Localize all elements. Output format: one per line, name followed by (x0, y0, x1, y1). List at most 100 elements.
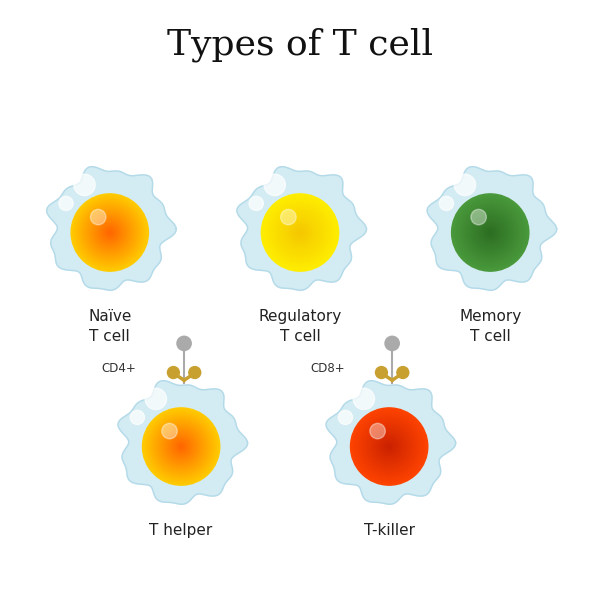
Circle shape (148, 413, 214, 479)
Circle shape (380, 438, 398, 455)
Circle shape (377, 434, 402, 459)
Circle shape (460, 202, 521, 263)
Circle shape (272, 205, 328, 260)
Circle shape (296, 229, 304, 236)
Circle shape (484, 226, 497, 239)
Circle shape (388, 446, 390, 448)
Circle shape (278, 211, 322, 255)
Circle shape (380, 437, 399, 456)
Circle shape (468, 211, 512, 255)
Polygon shape (47, 167, 176, 290)
Circle shape (161, 426, 202, 467)
Circle shape (94, 217, 125, 248)
Circle shape (73, 196, 146, 269)
Circle shape (97, 220, 122, 245)
Circle shape (382, 440, 396, 453)
Circle shape (178, 443, 184, 449)
Circle shape (74, 174, 95, 196)
Circle shape (271, 203, 329, 262)
Circle shape (145, 411, 217, 482)
Circle shape (268, 200, 332, 265)
Circle shape (263, 196, 337, 269)
Circle shape (279, 211, 321, 254)
Circle shape (277, 209, 323, 256)
Circle shape (452, 194, 529, 271)
Circle shape (287, 220, 313, 245)
Circle shape (385, 442, 394, 451)
Circle shape (457, 199, 524, 266)
Circle shape (359, 416, 419, 476)
Circle shape (454, 196, 527, 269)
Circle shape (452, 195, 528, 270)
Circle shape (270, 203, 330, 262)
Circle shape (353, 388, 374, 410)
Circle shape (374, 431, 404, 462)
Polygon shape (427, 167, 557, 290)
Circle shape (104, 227, 116, 238)
Circle shape (479, 222, 501, 243)
Circle shape (353, 411, 425, 482)
Circle shape (367, 424, 412, 469)
Circle shape (266, 199, 334, 266)
Circle shape (89, 211, 131, 254)
Circle shape (485, 228, 495, 238)
Circle shape (262, 194, 338, 271)
Circle shape (273, 205, 327, 260)
Circle shape (338, 410, 353, 425)
Circle shape (267, 200, 333, 265)
Circle shape (145, 410, 218, 483)
Circle shape (146, 412, 216, 481)
Circle shape (153, 419, 209, 475)
Circle shape (91, 213, 129, 252)
Circle shape (143, 409, 219, 484)
Circle shape (382, 439, 397, 454)
Circle shape (179, 445, 183, 448)
Circle shape (290, 223, 310, 242)
Circle shape (91, 214, 128, 251)
Circle shape (355, 413, 423, 481)
Circle shape (397, 367, 409, 379)
Circle shape (108, 230, 112, 235)
Circle shape (482, 224, 499, 241)
Circle shape (98, 221, 121, 244)
Polygon shape (237, 167, 367, 290)
Circle shape (374, 432, 404, 461)
Circle shape (470, 212, 511, 253)
Circle shape (82, 205, 138, 260)
Circle shape (59, 196, 73, 211)
Circle shape (157, 422, 205, 470)
Circle shape (163, 428, 199, 465)
Circle shape (350, 408, 428, 485)
Circle shape (107, 230, 113, 235)
Circle shape (458, 200, 522, 265)
Circle shape (471, 213, 509, 252)
Circle shape (91, 209, 106, 225)
Circle shape (387, 445, 391, 448)
Circle shape (284, 216, 316, 249)
Circle shape (265, 198, 335, 268)
Circle shape (373, 430, 406, 463)
Circle shape (176, 442, 186, 451)
Circle shape (295, 228, 305, 238)
Circle shape (264, 197, 336, 268)
Circle shape (281, 209, 296, 225)
Circle shape (487, 229, 494, 236)
Circle shape (475, 217, 506, 248)
Circle shape (105, 228, 115, 238)
Circle shape (86, 208, 134, 257)
Circle shape (293, 226, 307, 239)
Circle shape (99, 222, 121, 243)
Circle shape (164, 429, 199, 464)
Circle shape (262, 195, 338, 270)
Circle shape (167, 432, 196, 461)
Circle shape (289, 221, 311, 244)
Circle shape (170, 436, 192, 457)
Circle shape (284, 217, 316, 248)
Circle shape (175, 440, 188, 453)
Circle shape (149, 415, 213, 478)
Polygon shape (326, 380, 455, 504)
Circle shape (363, 421, 415, 473)
Circle shape (276, 208, 324, 257)
Circle shape (160, 425, 202, 468)
Circle shape (297, 230, 303, 235)
